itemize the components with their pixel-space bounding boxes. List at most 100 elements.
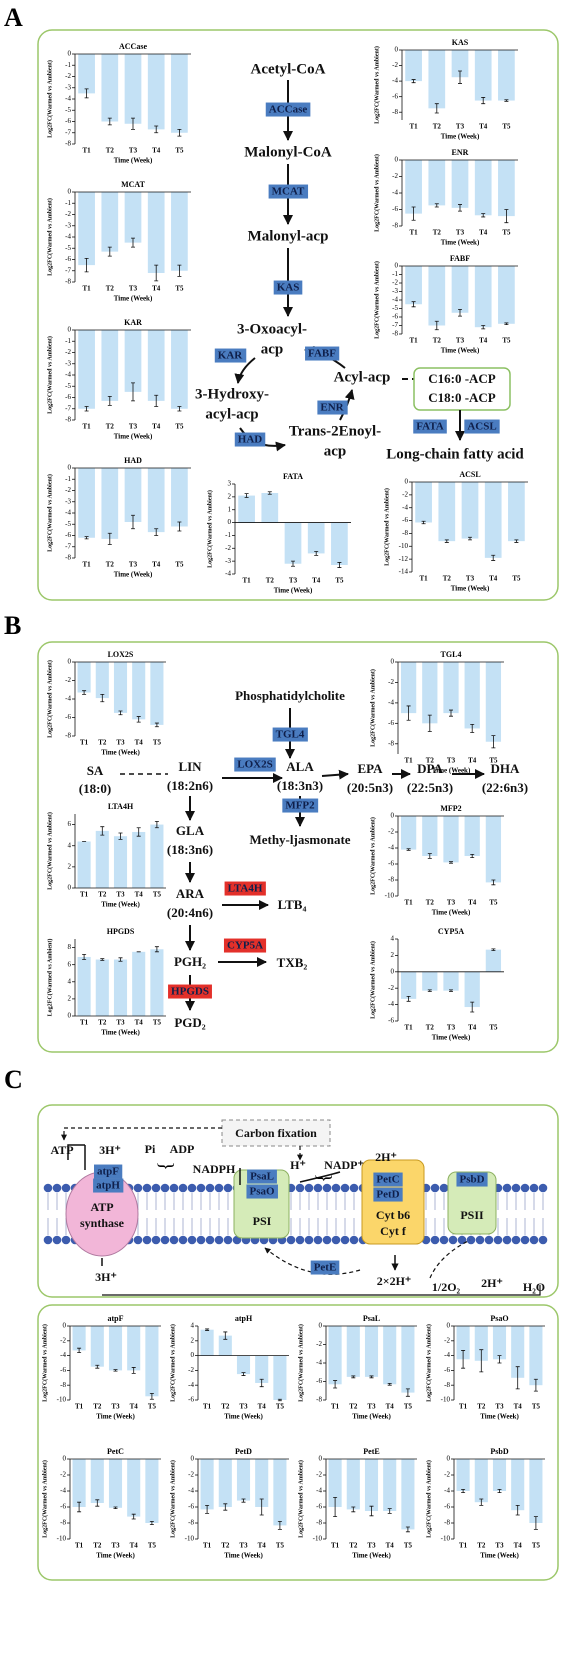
bar	[383, 1326, 397, 1385]
error-bar	[100, 826, 105, 836]
y-tick-label: -2	[392, 172, 398, 180]
svg-text:}: }	[313, 1173, 335, 1183]
y-tick-label: -5	[65, 106, 71, 114]
bar	[200, 1459, 214, 1510]
error-bar	[154, 821, 159, 829]
bar	[401, 1459, 415, 1530]
error-bar	[131, 1513, 136, 1520]
lipid-head	[214, 1183, 224, 1193]
lipid-head	[502, 1235, 512, 1245]
node-label: Long-chain fatty acid	[386, 446, 524, 462]
error-bar	[449, 989, 453, 992]
y-tick-label: -8	[60, 1519, 66, 1527]
y-axis-label: Log2FC(Warmed vs Ambient)	[46, 60, 53, 138]
x-tick-label: T1	[243, 577, 252, 585]
y-tick-label: -4	[65, 509, 71, 517]
node-label: 1/2O₂	[432, 1280, 461, 1294]
x-tick-label: T4	[135, 739, 144, 747]
y-tick-label: -4	[388, 844, 394, 852]
bar	[400, 816, 417, 850]
error-bar	[533, 1516, 538, 1530]
y-tick-label: 0	[395, 156, 399, 164]
y-axis-label: Log2FC(Warmed vs Ambient)	[425, 1460, 432, 1538]
y-tick-label: 0	[405, 478, 409, 486]
y-tick-label: 0	[319, 1455, 323, 1463]
chart-title: LTA4H	[108, 802, 134, 811]
error-bar	[131, 117, 135, 130]
y-axis-label: Log2FC(Warmed vs Ambient)	[46, 474, 53, 552]
x-tick-label: T1	[405, 1024, 414, 1032]
error-bar	[136, 716, 141, 723]
lipid-head	[223, 1183, 233, 1193]
node-label: 3-Hydroxy-	[195, 386, 269, 402]
x-tick-label: T4	[130, 1542, 139, 1550]
bar	[492, 1326, 507, 1360]
bar	[328, 1459, 342, 1507]
lipid-head	[205, 1183, 215, 1193]
bar	[108, 1326, 123, 1371]
bar	[464, 816, 480, 856]
error-bar	[177, 406, 182, 412]
node-label: NADPH	[193, 1162, 236, 1176]
x-tick-label: T2	[106, 285, 115, 293]
lipid-head	[133, 1183, 143, 1193]
y-tick-label: -7	[65, 266, 71, 274]
enzyme-label: PsaL	[250, 1171, 274, 1183]
lipid-head	[196, 1183, 206, 1193]
y-tick-label: 3	[228, 480, 232, 488]
x-tick-label: T2	[433, 229, 442, 237]
enzyme-box	[93, 1178, 124, 1193]
y-tick-label: -2	[444, 1336, 450, 1344]
error-bar	[351, 1375, 356, 1379]
node-label: ARA	[176, 886, 205, 901]
error-bar	[95, 1364, 100, 1369]
y-tick-label: 8	[68, 943, 72, 951]
x-tick-label: T2	[106, 423, 115, 431]
error-bar	[205, 1328, 210, 1331]
enzyme-box	[305, 346, 340, 361]
bar	[90, 1459, 104, 1503]
y-tick-label: -4	[388, 698, 394, 706]
x-axis-label: Time (Week)	[114, 571, 153, 579]
x-tick-label: T3	[367, 1403, 376, 1411]
bar	[474, 160, 492, 216]
enzyme-box	[273, 280, 303, 295]
bar	[273, 1355, 287, 1400]
lipid-head	[520, 1183, 530, 1193]
y-tick-label: -8	[65, 278, 71, 286]
x-tick-label: T2	[221, 1403, 230, 1411]
x-axis-label: Time (Week)	[480, 1413, 519, 1421]
y-tick-label: -7	[65, 542, 71, 550]
node-label: (18:2n6)	[167, 778, 213, 793]
bar	[346, 1459, 360, 1510]
lipid-head	[187, 1183, 197, 1193]
bar	[485, 949, 502, 972]
x-tick-label: T2	[433, 337, 442, 345]
bar	[511, 1459, 525, 1511]
error-bar	[387, 1508, 392, 1514]
y-tick-label: 2	[68, 862, 72, 870]
enzyme-box	[282, 798, 319, 813]
bar-chart: atpF Log2FC(Warmed vs Ambient) Time (Week)…	[41, 1314, 161, 1421]
bar	[364, 1326, 379, 1377]
x-tick-label: T4	[312, 577, 321, 585]
x-tick-label: T5	[532, 1403, 541, 1411]
bar-chart: atpH Log2FC(Warmed vs Ambient) Time (Week)…	[169, 1314, 289, 1421]
lipid-head	[457, 1235, 467, 1245]
x-axis-label: Time (Week)	[432, 767, 471, 775]
x-tick-label: T3	[116, 739, 125, 747]
bar	[145, 1326, 159, 1397]
bar	[95, 959, 109, 1016]
error-bar	[333, 1380, 338, 1389]
y-tick-label: -7	[392, 321, 398, 329]
lipid-head	[169, 1235, 179, 1245]
x-tick-label: T3	[447, 1024, 456, 1032]
x-tick-label: T1	[75, 1542, 84, 1550]
bar	[113, 959, 128, 1016]
y-axis-label: Log2FC(Warmed vs Ambient)	[369, 669, 376, 747]
error-bar	[84, 536, 89, 540]
y-tick-label: -7	[65, 128, 71, 136]
node-label: C18:0 -ACP	[428, 390, 496, 405]
y-tick-label: -3	[65, 359, 71, 367]
chart-title: HAD	[124, 456, 142, 465]
